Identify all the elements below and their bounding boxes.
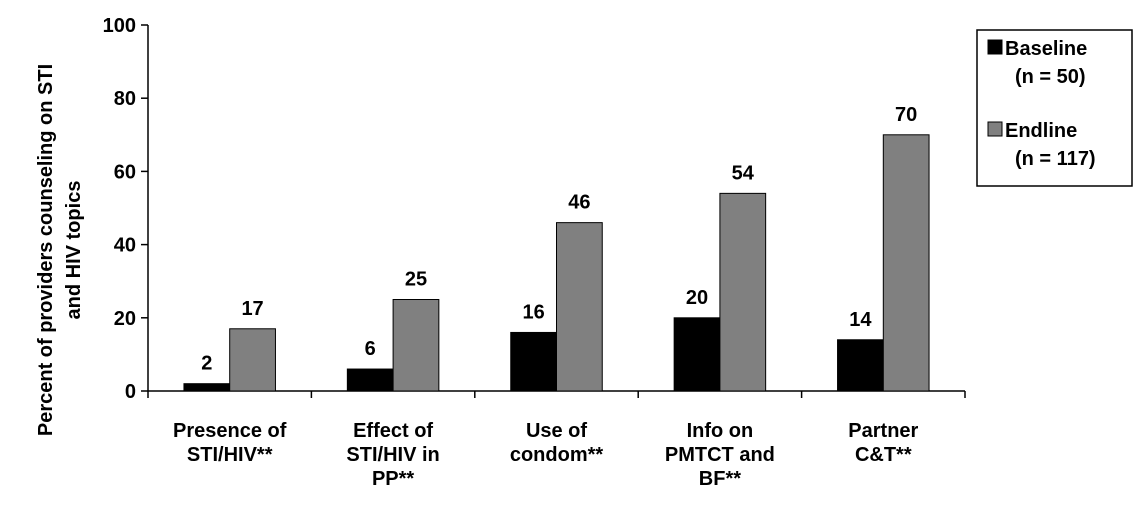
- data-label: 25: [405, 269, 427, 291]
- y-tick-label: 60: [114, 161, 136, 183]
- x-tick-label: Use of condom**: [510, 420, 604, 466]
- bar: [556, 222, 603, 392]
- data-label: 46: [568, 192, 590, 214]
- bar: [392, 299, 440, 392]
- legend-label: Endline (n = 117): [1005, 120, 1096, 170]
- y-tick-label: 40: [114, 235, 136, 257]
- x-tick-label: Info on PMTCT and BF**: [665, 420, 775, 490]
- legend-box: [976, 29, 1133, 187]
- y-tick-label: 100: [103, 15, 136, 37]
- data-label: 70: [895, 104, 917, 126]
- bar: [183, 383, 231, 392]
- bar: [882, 134, 930, 392]
- bar: [346, 368, 394, 392]
- x-tick-label: Effect of STI/HIV in PP**: [346, 420, 439, 490]
- x-tick-label: Partner C&T**: [848, 420, 918, 466]
- bar: [510, 331, 557, 392]
- data-label: 17: [241, 298, 263, 320]
- data-label: 54: [732, 162, 755, 184]
- data-label: 20: [686, 287, 708, 309]
- bar: [719, 192, 767, 392]
- data-label: 14: [849, 309, 872, 331]
- bar: [229, 328, 276, 392]
- bar: [837, 339, 884, 392]
- data-label: 16: [522, 301, 544, 323]
- y-tick-label: 0: [125, 381, 136, 403]
- data-label: 6: [365, 338, 376, 360]
- legend-label: Baseline (n = 50): [1005, 38, 1087, 88]
- data-label: 2: [201, 353, 212, 375]
- x-tick-label: Presence of STI/HIV**: [173, 420, 287, 466]
- y-tick-label: 80: [114, 88, 136, 110]
- y-axis-label: Percent of providers counseling on STI an…: [35, 64, 85, 436]
- legend-swatch: [987, 39, 1003, 55]
- y-tick-label: 20: [114, 308, 136, 330]
- legend-swatch: [987, 121, 1003, 137]
- bar: [673, 317, 721, 392]
